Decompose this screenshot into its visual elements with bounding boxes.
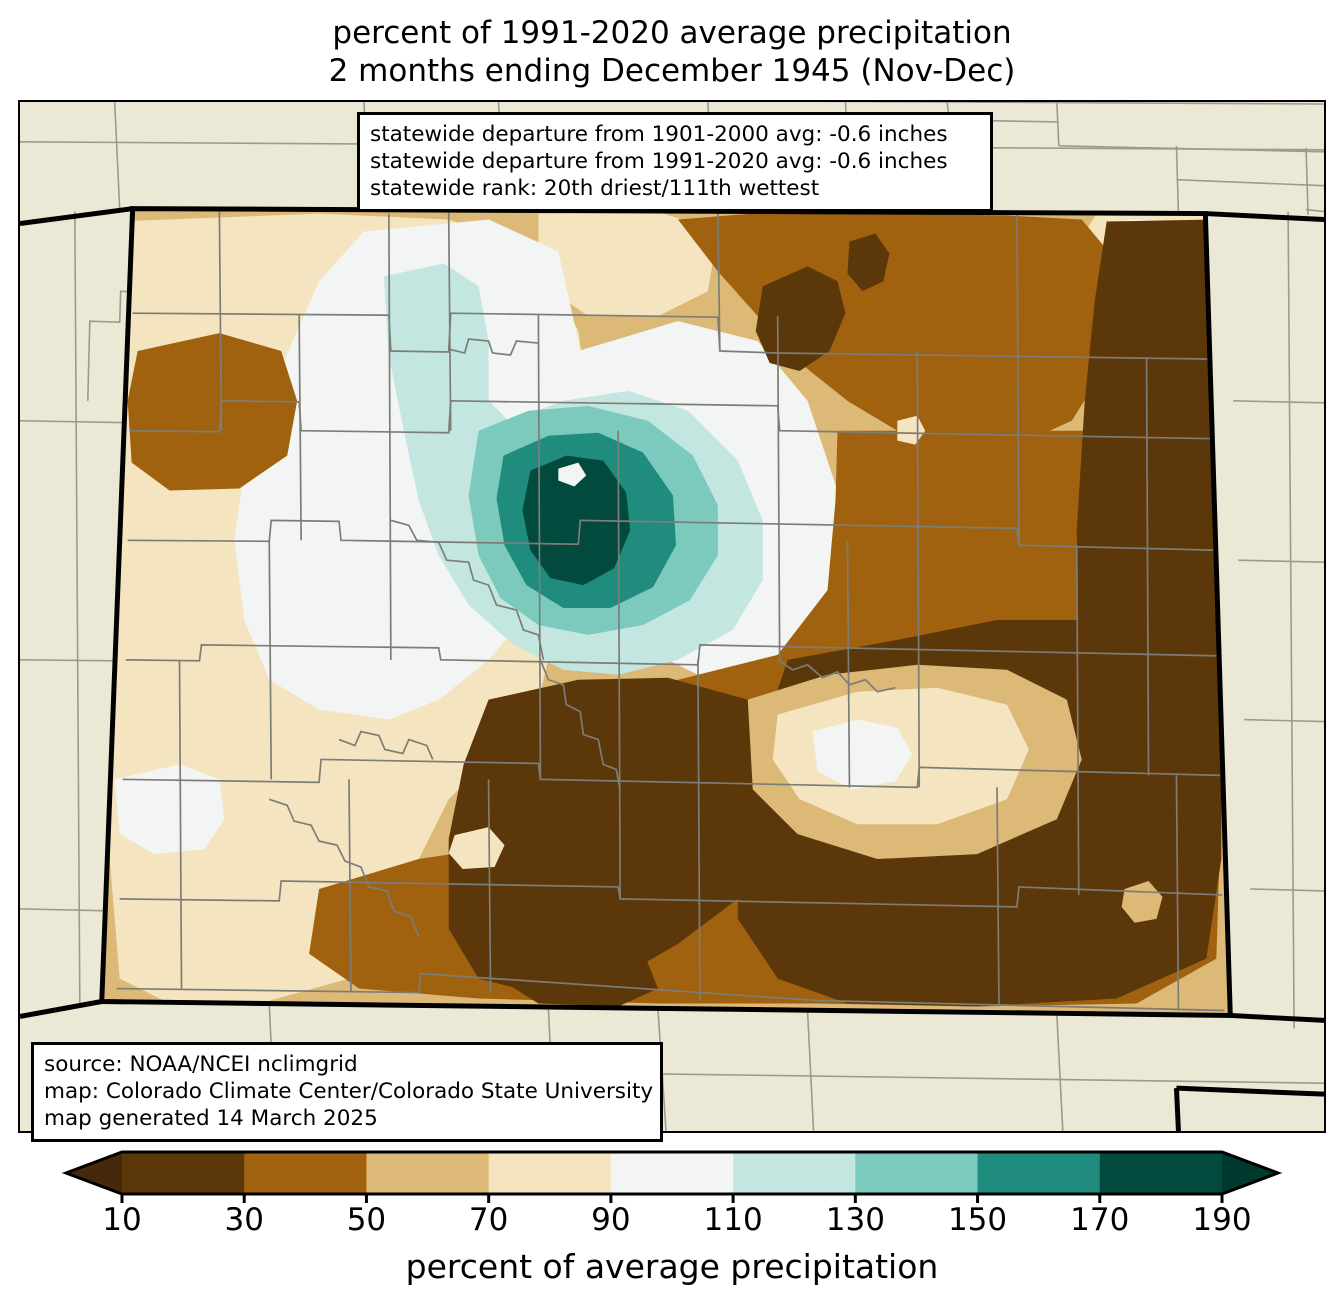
colorbar[interactable] (0, 1144, 1344, 1299)
colorbar-over-cap (1222, 1152, 1278, 1194)
colorbar-tick-label-2: 50 (346, 1202, 387, 1238)
contour-fill-layer (101, 208, 1231, 1016)
colorbar-tick-labels: 10 30 50 70 90 110 130 150 170 190 (0, 1203, 1344, 1245)
colorbar-band-3 (488, 1152, 612, 1194)
map-canvas (20, 102, 1324, 1131)
neighbor-state-borders (20, 206, 1324, 1131)
source-attribution-box: source: NOAA/NCEI nclimgrid map: Colorad… (31, 1042, 663, 1142)
colorbar-swatches (61, 1150, 1283, 1203)
source-line-2: map: Colorado Climate Center/Colorado St… (44, 1079, 654, 1104)
stats-line-3: statewide rank: 20th driest/111th wettes… (370, 176, 820, 201)
region-70-90-south-dot (448, 827, 505, 870)
colorbar-tick-label-7: 150 (947, 1202, 1008, 1238)
colorbar-tick-label-0: 10 (102, 1202, 142, 1238)
precipitation-map[interactable] (18, 100, 1326, 1133)
colorbar-under-cap (66, 1152, 122, 1194)
colorbar-band-2 (366, 1152, 490, 1194)
colorbar-axis-label: percent of average precipitation (405, 1247, 939, 1286)
colorbar-band-0 (122, 1152, 245, 1194)
title-line-2: 2 months ending December 1945 (Nov-Dec) (328, 53, 1016, 89)
stats-line-1: statewide departure from 1901-2000 avg: … (370, 122, 948, 147)
colorbar-tick-label-3: 70 (468, 1202, 509, 1238)
region-90-110-teal-hole (558, 462, 587, 487)
region-30-50-northwest (127, 333, 298, 491)
region-90-110-white-dot (281, 612, 320, 650)
colorbar-tick-label-5: 110 (703, 1202, 763, 1238)
colorbar-band-8 (1099, 1152, 1223, 1194)
colorbar-tick-label-9: 190 (1192, 1202, 1252, 1238)
colorbar-band-6 (855, 1152, 979, 1194)
colorbar-band-5 (733, 1152, 856, 1194)
source-line-1: source: NOAA/NCEI nclimgrid (44, 1052, 358, 1077)
page-title: percent of 1991-2020 average precipitati… (0, 0, 1344, 96)
colorbar-band-7 (977, 1152, 1101, 1194)
colorbar-tick-label-8: 170 (1070, 1202, 1130, 1238)
source-line-3: map generated 14 March 2025 (44, 1106, 378, 1131)
colorbar-tick-label-4: 90 (591, 1202, 631, 1238)
region-90-110-southwest (114, 764, 225, 855)
region-90-110-se-pocket (812, 719, 913, 790)
region-170-190-core (522, 455, 631, 586)
region-10-30-south-bump (498, 918, 659, 1007)
statewide-stats-box: statewide departure from 1901-2000 avg: … (357, 112, 993, 212)
region-10-30-ne-patch-b (847, 233, 890, 292)
region-30-50-northeast (677, 211, 1117, 451)
region-10-30-south-central (448, 677, 778, 994)
colorbar-band-1 (244, 1152, 367, 1194)
stats-line-2: statewide departure from 1991-2020 avg: … (370, 149, 948, 174)
colorado-county-lines (116, 211, 1225, 1012)
colorbar-band-4 (610, 1152, 734, 1194)
colorbar-tick-label-6: 130 (825, 1202, 885, 1238)
region-70-90-northeast (538, 211, 718, 317)
colorbar-tick-label-1: 30 (224, 1202, 264, 1238)
title-line-1: percent of 1991-2020 average precipitati… (332, 15, 1012, 51)
